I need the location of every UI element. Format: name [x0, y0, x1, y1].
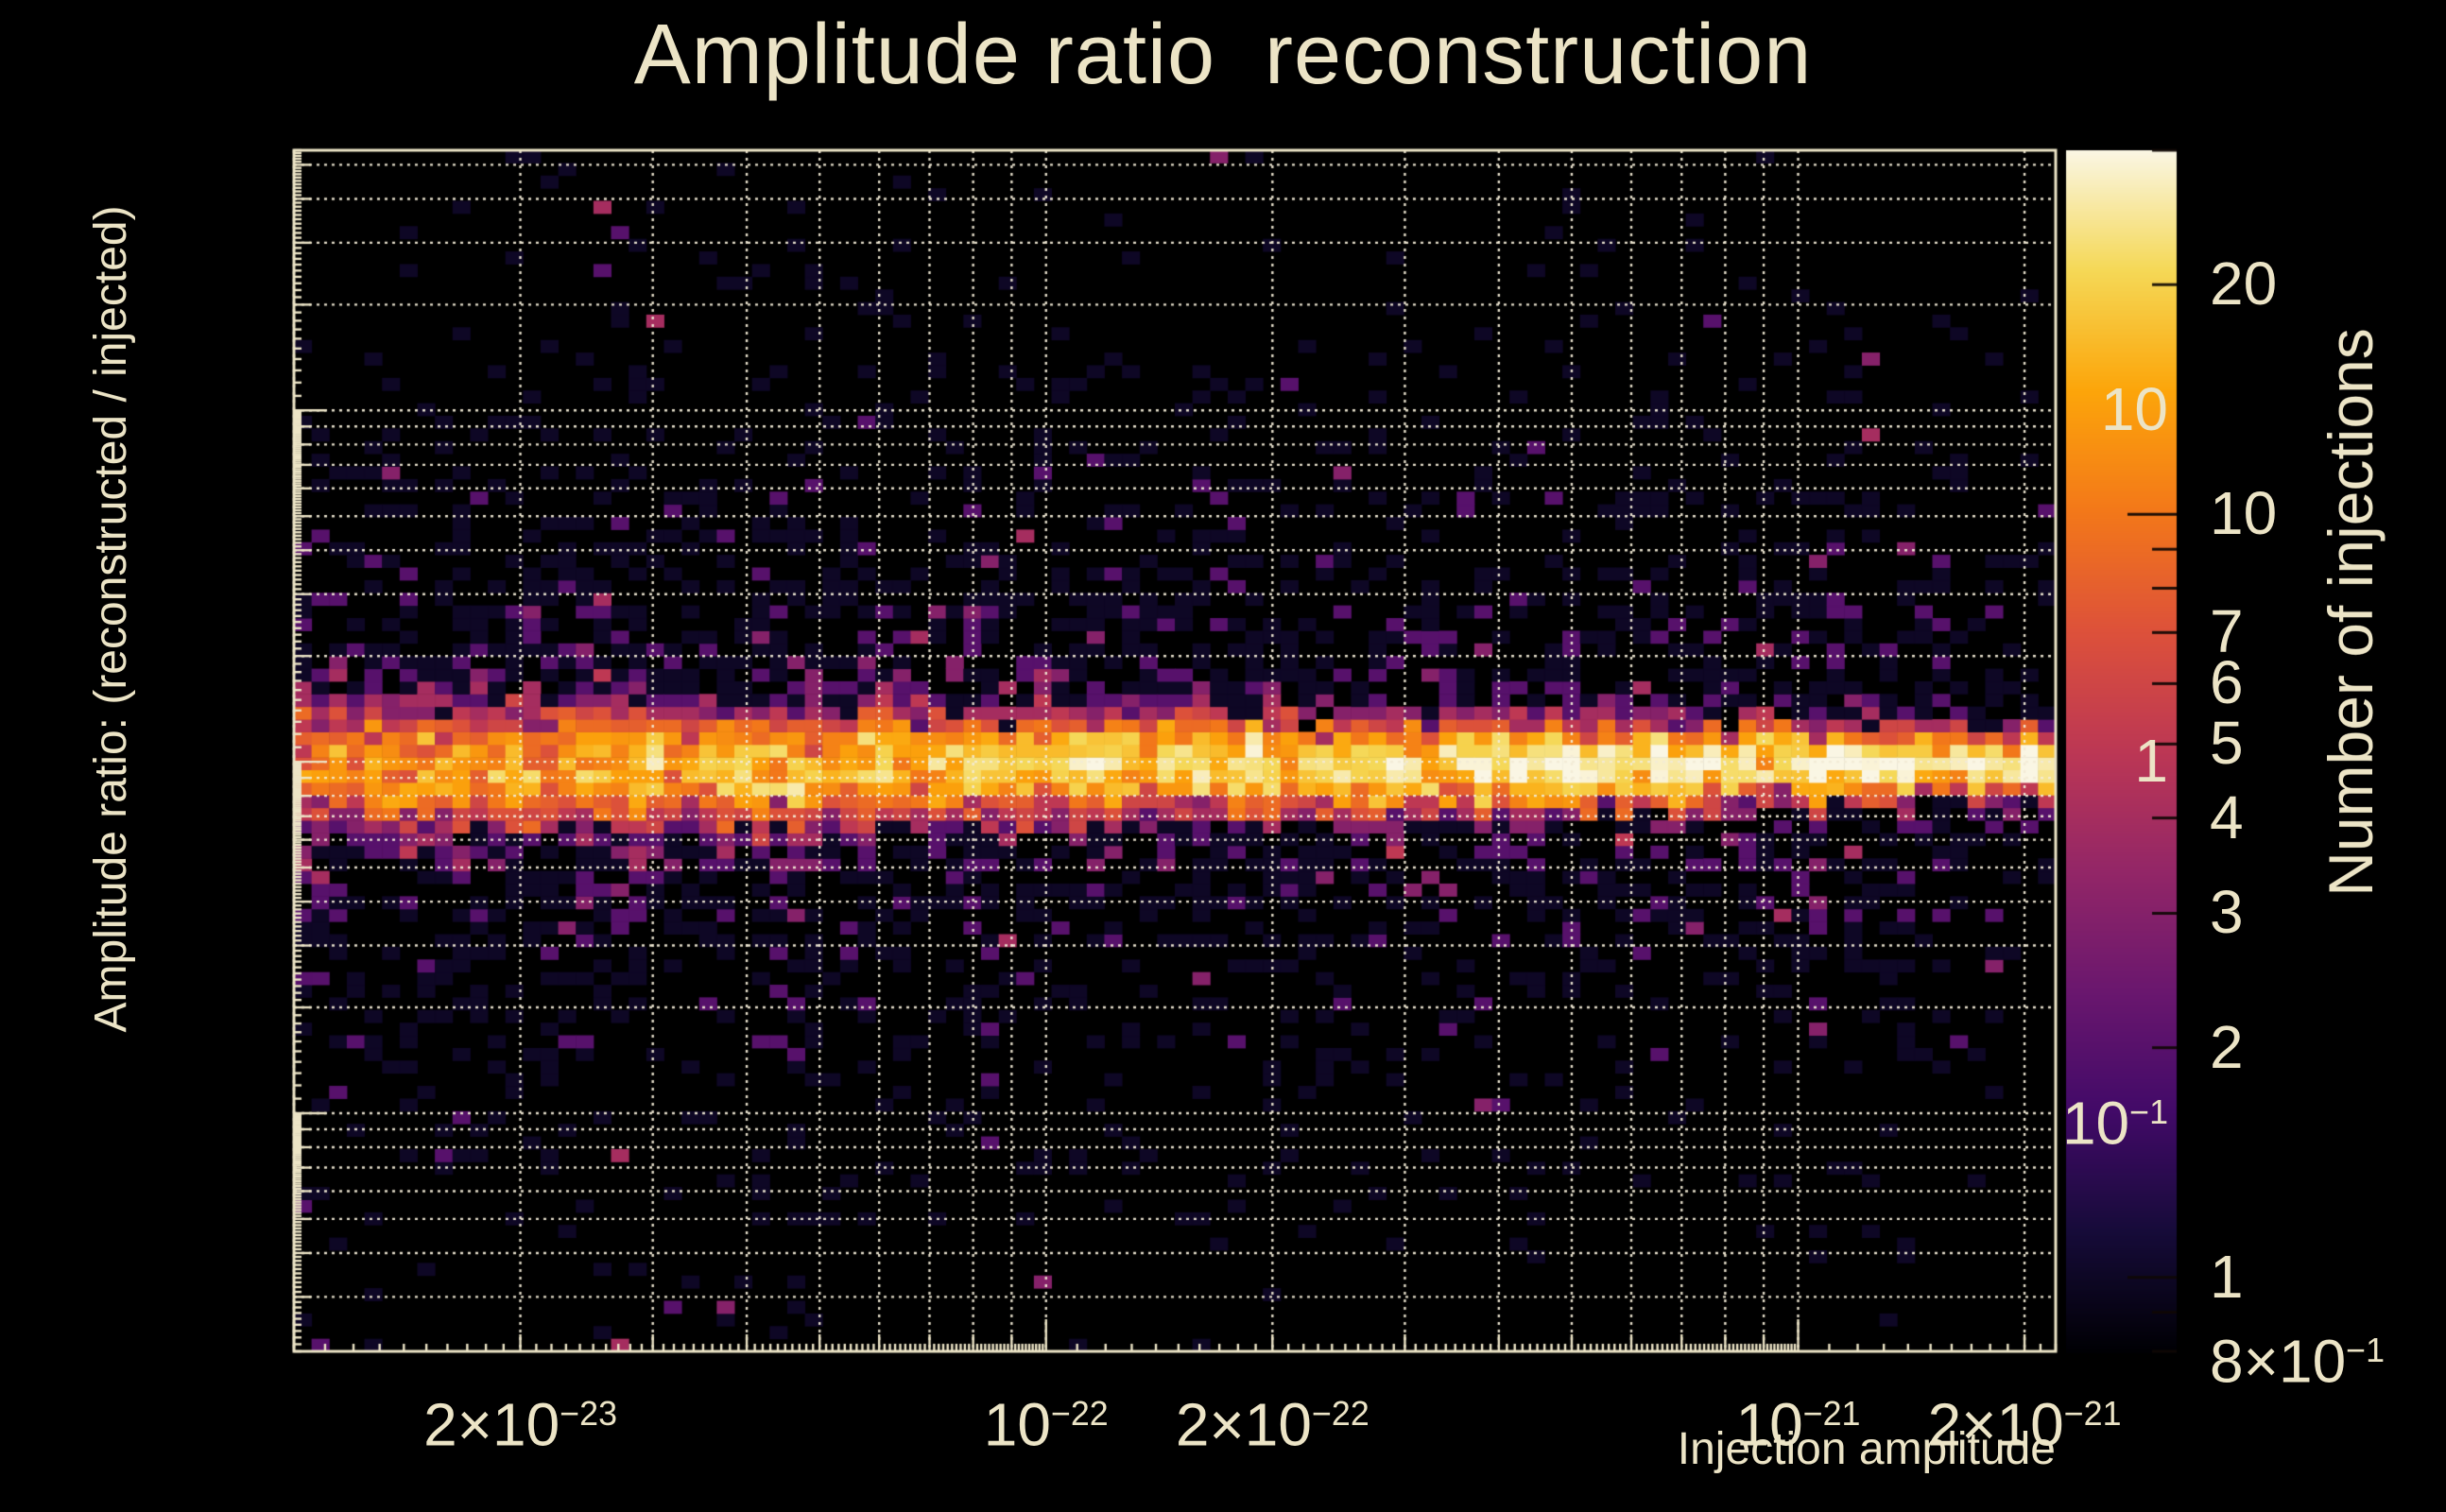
colorbar-tick-label: 6 [2210, 648, 2244, 717]
y-axis-tick-label: 10−1 [2061, 1089, 2168, 1158]
colorbar-tick-label: 1 [2210, 1242, 2244, 1311]
x-axis-tick-label: 10−22 [983, 1390, 1109, 1459]
z-axis-title: Number of injections [2316, 328, 2386, 897]
x-axis-tick-label: 10−21 [1735, 1390, 1861, 1459]
colorbar-tick-label: 20 [2210, 249, 2278, 318]
chart-title: Amplitude ratio reconstruction [633, 8, 1813, 102]
x-axis-tick-label: 2×10−22 [1175, 1390, 1369, 1459]
x-axis-title: Injection amplitude [1677, 1424, 2056, 1474]
x-axis-tick-label: 2×10−23 [423, 1390, 617, 1459]
colorbar-tick-label: 4 [2210, 782, 2244, 851]
colorbar-tick-label: 3 [2210, 878, 2244, 947]
colorbar-tick-label: 5 [2210, 709, 2244, 778]
x-axis-tick-label: 2×10−21 [1927, 1390, 2122, 1459]
colorbar-tick-label: 2 [2210, 1012, 2244, 1081]
colorbar-tick-label: 10 [2210, 479, 2278, 548]
colorbar-tick-label: 8×10−1 [2210, 1327, 2386, 1396]
y-axis-tick-label: 1 [2134, 727, 2168, 796]
colorbar-tick-label: 7 [2210, 597, 2244, 666]
y-axis-tick-label: 10 [2100, 375, 2168, 444]
y-axis-title: Amplitude ratio: (reconstructed / inject… [86, 205, 136, 1033]
